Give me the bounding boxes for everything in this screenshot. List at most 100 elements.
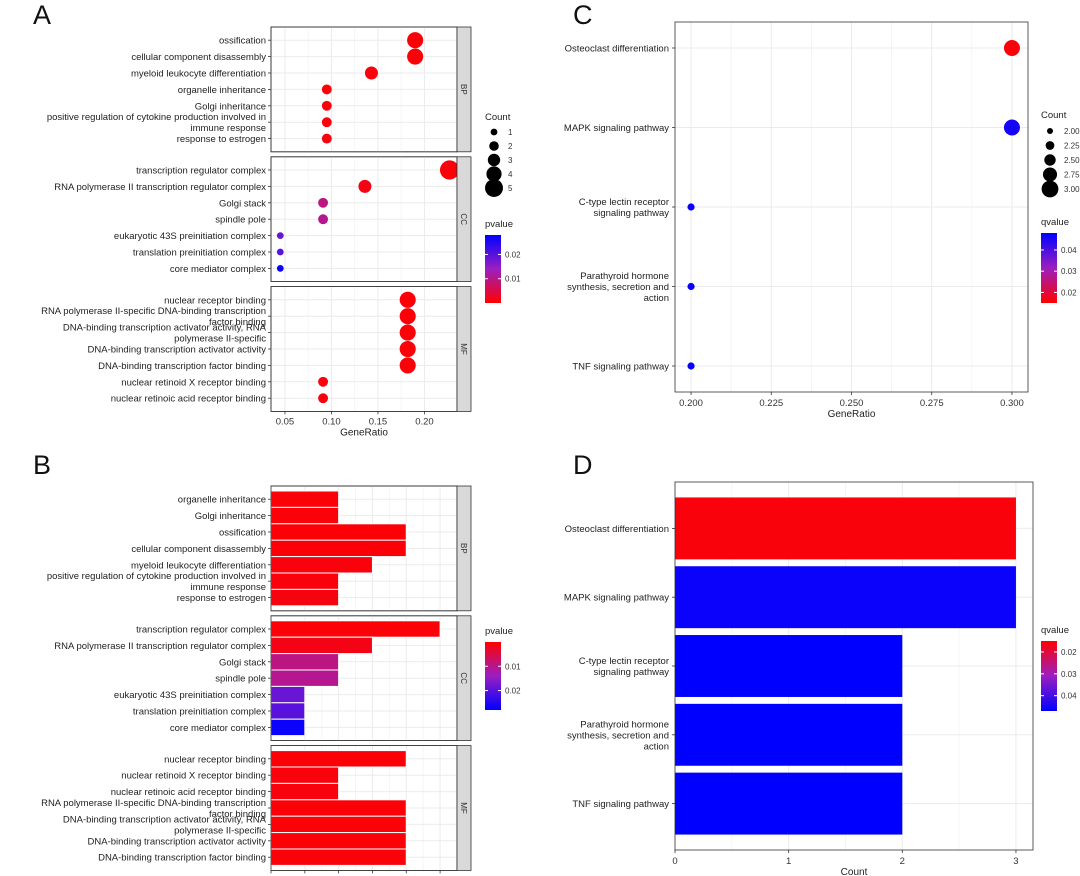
panel-b-facet-strip	[456, 615, 472, 741]
panel-d-bar	[675, 497, 1016, 560]
panel-b-facet-label: MF	[459, 802, 468, 814]
panel-a-dot	[321, 84, 332, 95]
panel-d-bar	[675, 566, 1016, 629]
panel-a-size-legend-dot	[487, 153, 501, 167]
panel-a-category-label: translation preinitiation complex	[133, 248, 266, 259]
panel-b-color-legend-title: pvalue	[485, 626, 513, 637]
panel-b-category-label: RNA polymerase II transcription regulato…	[54, 641, 266, 652]
panel-a-category-label: nuclear retinoic acid receptor binding	[111, 394, 266, 405]
panel-c-dot	[687, 203, 695, 211]
panel-a-dot	[276, 232, 284, 240]
panel-c-size-legend-label: 2.50	[1064, 156, 1080, 165]
panel-a-category-label: nuclear retinoid X receptor binding	[121, 377, 266, 388]
panel-b-bar	[270, 506, 340, 525]
panel-c-dotplot: Osteoclast differentiation MAPK signaling…	[564, 21, 1080, 420]
panel-a-facet-strip	[456, 286, 472, 412]
panel-b-color-legend-tick: 0.01	[505, 662, 521, 671]
panel-a-category-label: spindle pole	[215, 215, 266, 226]
panel-c-color-legend-tick: 0.03	[1061, 267, 1077, 276]
panel-b-color-legend-bar	[485, 642, 501, 710]
panel-c-size-legend-label: 2.25	[1064, 142, 1080, 151]
panel-b-bar	[270, 766, 340, 784]
panel-a-size-legend-dot	[485, 179, 503, 197]
panel-b-bar	[270, 572, 340, 590]
panel-c-size-legend-dot	[1042, 167, 1058, 182]
panel-b-category-label: spindle pole	[215, 674, 266, 685]
panel-b-facet-label: CC	[459, 672, 468, 684]
panel-label-d: D	[573, 450, 593, 480]
panel-d-barplot: Osteoclast differentiation MAPK signaling…	[564, 481, 1077, 876]
panel-a-category-label: RNA polymerase II transcription regulato…	[54, 182, 266, 193]
panel-b-category-label: translation preinitiation complex	[133, 707, 266, 718]
panel-a-dotplot: ossification cellular component disassemb…	[41, 26, 521, 438]
panel-b-category-label: RNA polymerase II-specific DNA-binding t…	[41, 798, 266, 820]
panel-d-plot-border	[674, 481, 1034, 851]
panel-b-category-label: nuclear retinoic acid receptor binding	[111, 787, 266, 798]
panel-a-dot	[276, 265, 284, 272]
panel-b-bar	[270, 588, 340, 607]
panel-a-category-label: response to estrogen	[177, 134, 266, 145]
panel-c-xtick-label: 0.225	[759, 398, 783, 409]
panel-a-xtick-label: 0.20	[415, 416, 434, 427]
panel-a-xtick-label: 0.10	[322, 416, 341, 427]
panel-b-bar	[270, 702, 306, 720]
panel-b-bar	[270, 750, 407, 768]
panel-a-dot	[321, 100, 332, 111]
panel-b-category-label: Golgi inheritance	[195, 511, 266, 522]
panel-b-category-label: core mediator complex	[170, 723, 266, 734]
panel-c-color-legend-tick: 0.02	[1061, 288, 1077, 297]
panel-a-category-label: Golgi stack	[219, 198, 266, 209]
panel-a-size-legend-title: Count	[485, 112, 511, 123]
panel-b-bar	[270, 636, 373, 655]
panel-a-xtick-label: 0.05	[276, 416, 295, 427]
panel-b-bar	[270, 539, 407, 558]
panel-a-dot	[318, 197, 329, 208]
panel-a-size-legend-dot	[489, 141, 499, 151]
panel-a-size-legend-label: 4	[508, 170, 513, 179]
panel-a-dot	[358, 179, 372, 193]
panel-c-category-label: MAPK signaling pathway	[564, 123, 669, 134]
panel-d-color-legend-title: qvalue	[1041, 625, 1069, 636]
panel-b-bar	[270, 799, 407, 817]
panel-a-category-label: Golgi inheritance	[195, 101, 266, 112]
panel-c-dot	[1003, 119, 1020, 136]
panel-d-xtick-label: 1	[786, 856, 791, 867]
panel-a-facet-label: BP	[459, 84, 468, 95]
panel-a-dot	[364, 66, 378, 80]
panel-b-category-label: response to estrogen	[177, 593, 266, 604]
panel-a-xtick-label: 0.15	[369, 416, 388, 427]
panel-c-category-label: Osteoclast differentiation	[565, 44, 669, 55]
panel-b-facet-label: BP	[459, 543, 468, 554]
panel-c-size-legend-label: 3.00	[1064, 185, 1080, 194]
panel-c-xtick-label: 0.275	[920, 398, 944, 409]
panel-a-dot	[399, 308, 416, 325]
panel-a-size-legend-label: 3	[508, 156, 513, 165]
panel-a-color-legend-bar	[485, 235, 501, 303]
panel-d-x-axis-title: Count	[841, 867, 868, 876]
panel-a-dot	[321, 117, 332, 128]
panel-b-category-label: transcription regulator complex	[136, 625, 266, 636]
panel-a-size-legend-label: 5	[508, 184, 513, 193]
panel-a-dot	[276, 248, 284, 256]
panel-a-category-label: cellular component disassembly	[131, 52, 266, 63]
panel-c-xtick-label: 0.300	[1000, 398, 1024, 409]
panel-b-category-label: nuclear retinoid X receptor binding	[121, 771, 266, 782]
panel-b-bar	[270, 848, 407, 866]
panel-c-dot	[687, 362, 695, 370]
panel-a-category-label: positive regulation of cytokine producti…	[47, 112, 266, 134]
panel-c-size-legend-dot	[1047, 128, 1053, 134]
panel-b-category-label: DNA-binding transcription activator acti…	[63, 814, 267, 836]
panel-a-size-legend-label: 1	[508, 128, 513, 137]
panel-c-size-legend-label: 2.00	[1064, 127, 1080, 136]
panel-a-category-label: core mediator complex	[170, 264, 266, 275]
panel-a-size-legend-dot	[490, 128, 498, 136]
panel-c-size-legend-dot	[1045, 141, 1055, 150]
panel-a-category-label: DNA-binding transcription activator acti…	[88, 345, 267, 356]
panel-d-category-label: Osteoclast differentiation	[565, 524, 669, 535]
panel-d-xtick-label: 2	[900, 856, 905, 867]
panel-a-category-label: myeloid leukocyte differentiation	[131, 69, 266, 80]
panel-a-color-legend-tick: 0.02	[505, 250, 521, 259]
panel-d-category-label: MAPK signaling pathway	[564, 593, 669, 604]
panel-b-bar	[270, 620, 441, 638]
panel-a-facet-strip	[456, 26, 472, 153]
